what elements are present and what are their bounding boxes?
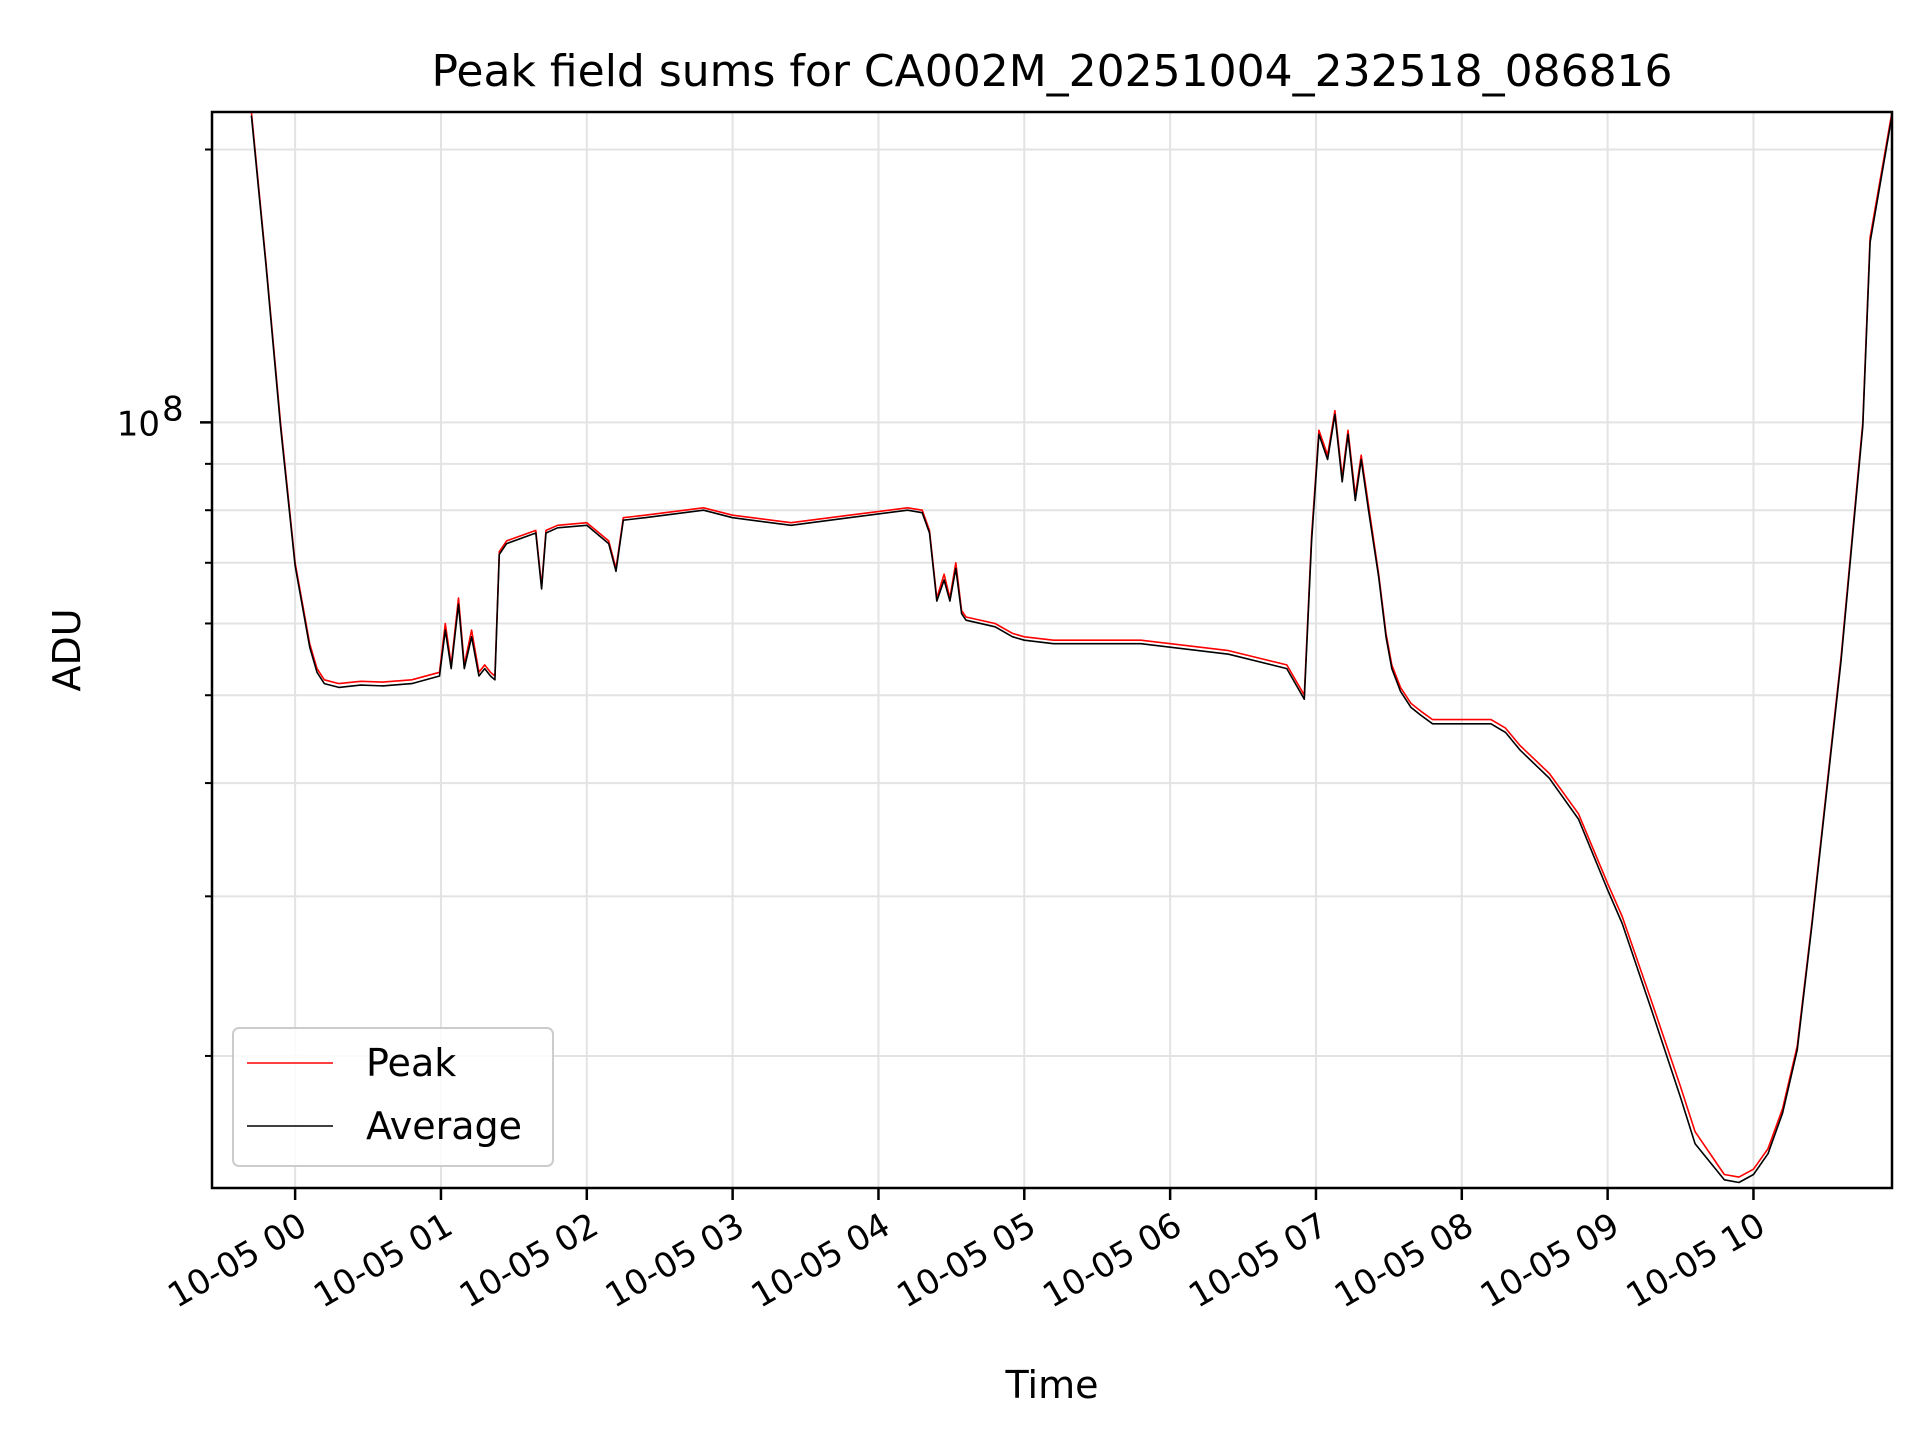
series-layer [250, 112, 1892, 1184]
y-tick-label-exponent: 8 [162, 389, 184, 429]
y-axis-label: ADU [45, 608, 89, 691]
plot-frame [210, 110, 1894, 1190]
chart-title: Peak field sums for CA002M_20251004_2325… [431, 46, 1672, 97]
legend: Peak Average [232, 1027, 554, 1167]
grid [212, 112, 1892, 1188]
x-axis-label: Time [1005, 1363, 1099, 1407]
series-line-average [250, 115, 1892, 1184]
legend-label-peak: Peak [366, 1041, 456, 1085]
y-tick-label: 10 [117, 404, 160, 444]
y-axis-ticks: 10 8 [117, 148, 212, 1057]
legend-label-average: Average [366, 1104, 522, 1148]
